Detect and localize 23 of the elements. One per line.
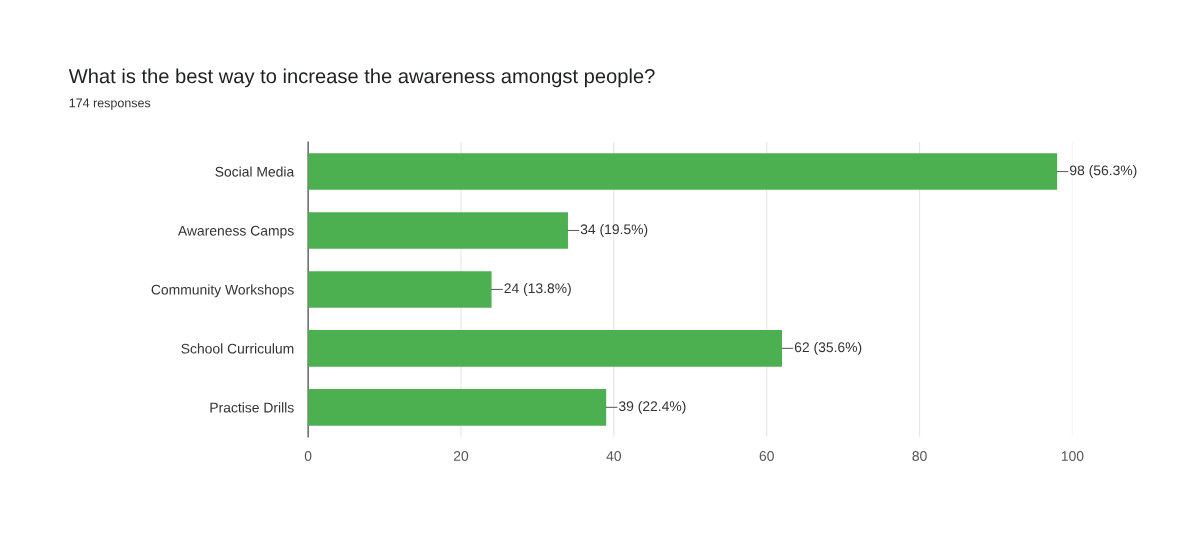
bar [308, 271, 492, 308]
x-tick-label: 0 [304, 451, 312, 461]
y-tick-label: Community Workshops [151, 284, 294, 298]
y-tick-label: Social Media [215, 166, 295, 177]
chart-title: What is the best way to increase the awareness amongst people? [68, 68, 655, 88]
x-tick-label: 20 [453, 451, 469, 461]
text: 174 responses [69, 98, 151, 110]
y-tick-label: Awareness Camps [177, 225, 294, 239]
data-label: 39 (22.4%) [618, 400, 686, 414]
y-tick-label: School Curriculum [181, 343, 294, 354]
x-tick-label: 40 [606, 451, 622, 461]
data-label: 24 (13.8%) [504, 282, 571, 296]
data-label: 62 (35.6%) [794, 341, 862, 355]
x-tick-label: 60 [759, 451, 774, 461]
bar [308, 153, 1058, 190]
y-tick-label: Practise Drills [210, 402, 294, 413]
bar [308, 389, 607, 426]
data-label: 98 (56.3%) [1070, 165, 1137, 178]
x-tick-label: 80 [912, 451, 927, 461]
data-label: 34 (19.5%) [580, 224, 648, 237]
bar [308, 212, 568, 249]
bar [308, 330, 782, 367]
x-tick-label: 100 [1061, 451, 1084, 461]
